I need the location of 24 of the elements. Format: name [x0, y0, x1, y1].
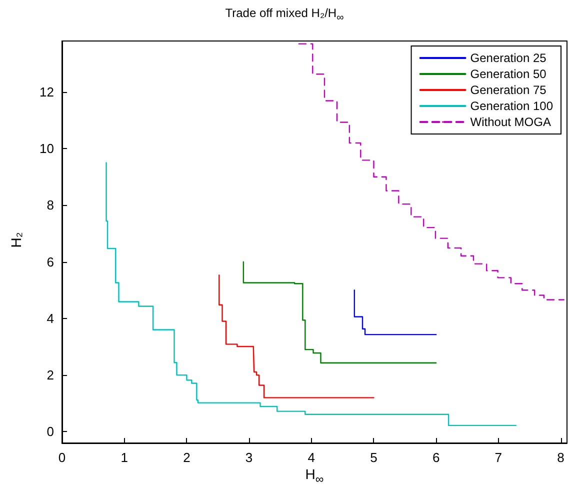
- y-tick-label: 10: [40, 141, 54, 156]
- x-tick-label: 1: [120, 450, 128, 465]
- legend-label: Generation 25: [470, 51, 547, 65]
- x-tick-label: 6: [432, 450, 440, 465]
- x-tick-label: 3: [245, 450, 253, 465]
- legend-label: Without MOGA: [470, 115, 551, 129]
- y-tick-label: 8: [46, 198, 54, 213]
- y-tick-label: 2: [46, 368, 54, 383]
- y-tick-label: 12: [40, 84, 54, 100]
- x-tick-label: 2: [183, 450, 190, 465]
- x-tick-label: 7: [494, 450, 502, 465]
- y-axis-title: H₂: [8, 232, 24, 248]
- x-tick-label: 8: [557, 450, 564, 465]
- x-axis-title: H$_{∞}$: [304, 466, 325, 486]
- x-tick-label: 5: [370, 450, 378, 465]
- y-tick-label: 0: [46, 424, 54, 440]
- x-tick-label: 4: [308, 450, 315, 465]
- legend-label: Generation 75: [470, 83, 547, 97]
- legend-label: Generation 100: [470, 99, 554, 113]
- x-tick-label: 0: [58, 450, 66, 465]
- legend-label: Generation 50: [470, 67, 547, 81]
- y-tick-label: 4: [46, 310, 54, 326]
- y-tick-label: 6: [46, 254, 54, 270]
- chart-title: Trade off mixed H₂/H$_{∞}$: [224, 6, 345, 24]
